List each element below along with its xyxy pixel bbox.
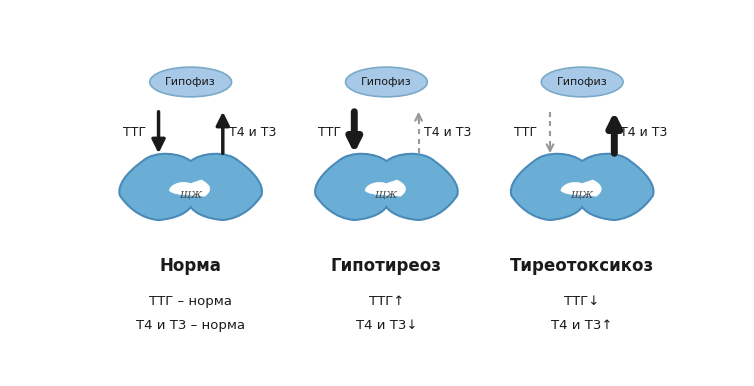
Text: Гипофиз: Гипофиз: [361, 77, 412, 87]
Text: ЩЖ: ЩЖ: [179, 190, 202, 200]
Text: Норма: Норма: [160, 257, 222, 275]
Text: ТТГ: ТТГ: [514, 126, 537, 139]
Text: ТТГ↓: ТТГ↓: [565, 295, 600, 308]
PathPatch shape: [511, 154, 654, 220]
Text: Гипофиз: Гипофиз: [556, 77, 608, 87]
Ellipse shape: [150, 67, 231, 97]
PathPatch shape: [170, 180, 210, 196]
PathPatch shape: [315, 154, 458, 220]
Text: Гипофиз: Гипофиз: [165, 77, 216, 87]
Text: Т4 и Т3↑: Т4 и Т3↑: [551, 319, 613, 332]
Text: Т4 и Т3↓: Т4 и Т3↓: [356, 319, 417, 332]
Text: Гипотиреоз: Гипотиреоз: [331, 257, 442, 275]
Text: Тиреотоксикоз: Тиреотоксикоз: [510, 257, 654, 275]
Ellipse shape: [541, 67, 623, 97]
PathPatch shape: [119, 154, 262, 220]
Text: Т4 и Т3: Т4 и Т3: [620, 126, 667, 139]
Text: Т4 и Т3 – норма: Т4 и Т3 – норма: [136, 319, 245, 332]
PathPatch shape: [561, 180, 601, 196]
PathPatch shape: [365, 180, 406, 196]
Text: ТТГ: ТТГ: [318, 126, 342, 139]
Text: ТТГ: ТТГ: [123, 126, 146, 139]
Text: ЩЖ: ЩЖ: [571, 190, 593, 200]
Text: Т4 и Т3: Т4 и Т3: [228, 126, 276, 139]
Text: ТТГ↑: ТТГ↑: [369, 295, 404, 308]
Text: Т4 и Т3: Т4 и Т3: [425, 126, 472, 139]
Ellipse shape: [345, 67, 428, 97]
Text: ТТГ – норма: ТТГ – норма: [149, 295, 232, 308]
Text: ЩЖ: ЩЖ: [375, 190, 397, 200]
